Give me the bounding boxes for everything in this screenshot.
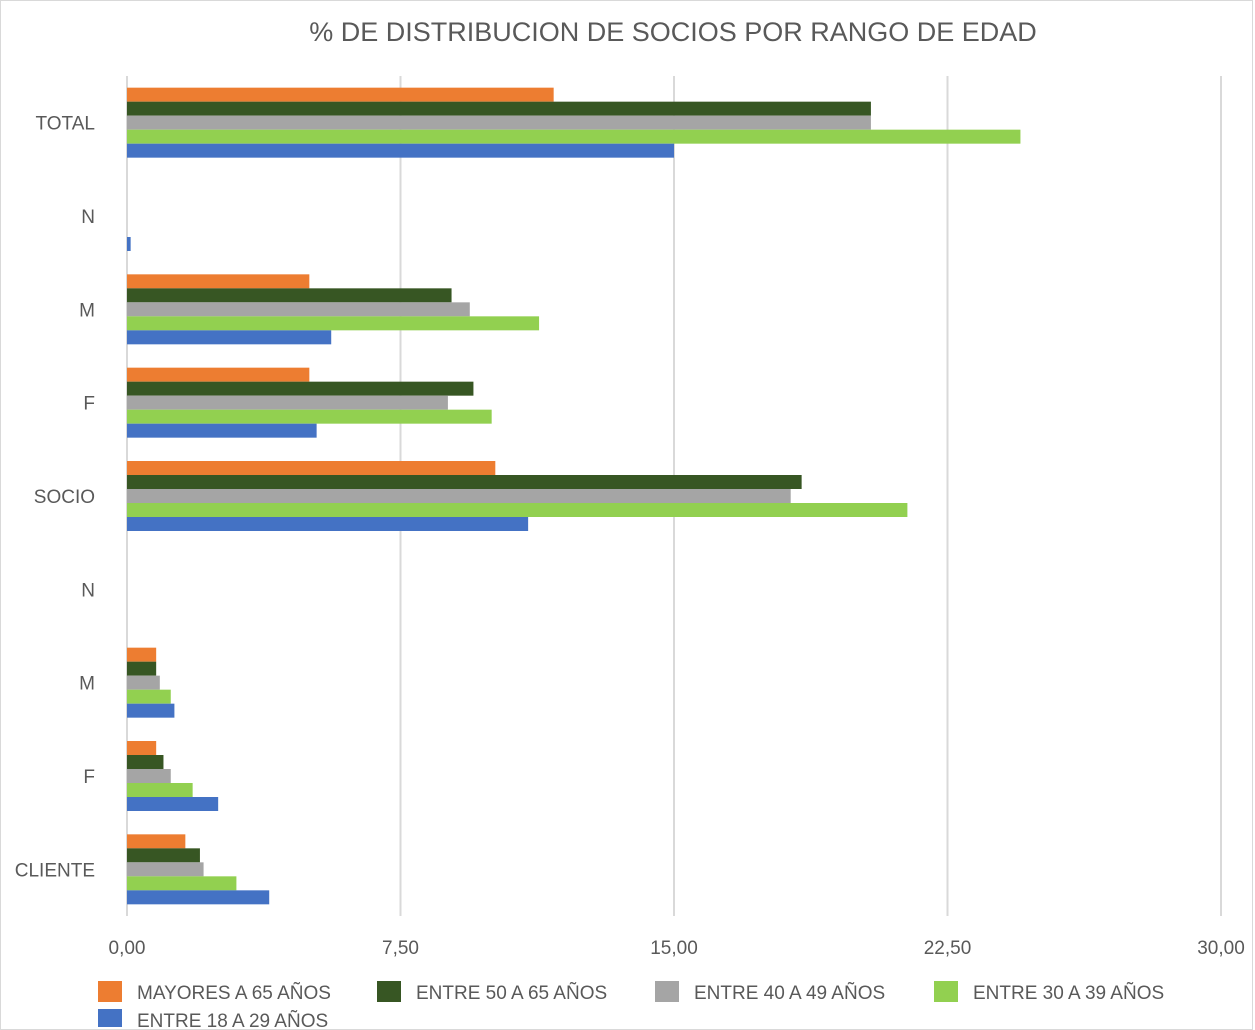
bar [127, 703, 175, 718]
bar [127, 876, 237, 891]
bar [127, 101, 871, 116]
category-label: N [81, 207, 95, 228]
legend: MAYORES A 65 AÑOS ENTRE 50 A 65 AÑOS ENTRE… [98, 981, 1164, 1027]
legend-swatch [98, 1009, 122, 1027]
bar [127, 367, 310, 382]
legend-label: ENTRE 30 A 39 AÑOS [973, 982, 1164, 1004]
bar [127, 862, 204, 877]
bar [127, 330, 332, 345]
chart-title: % DE DISTRIBUCION DE SOCIOS POR RANGO DE… [309, 17, 1037, 47]
bar [127, 423, 317, 438]
bar [127, 647, 157, 662]
category-labels: TOTAL N M F SOCIO N M F CLIENTE [15, 114, 95, 882]
category-label: F [83, 767, 95, 788]
x-tick-label: 30,00 [1197, 938, 1245, 959]
category-label: SOCIO [34, 487, 95, 508]
bar [127, 274, 310, 289]
category-label: F [83, 394, 95, 415]
bar [127, 87, 554, 102]
legend-label: MAYORES A 65 AÑOS [137, 982, 331, 1004]
legend-label: ENTRE 18 A 29 AÑOS [137, 1010, 328, 1027]
bar [127, 517, 529, 531]
x-tick-label: 7,50 [382, 938, 419, 959]
bar [127, 302, 470, 317]
x-axis-tick-labels: 0,00 7,50 15,00 22,50 30,00 [109, 938, 1245, 959]
bar [127, 475, 802, 489]
bar [127, 503, 908, 517]
bar [127, 316, 540, 331]
legend-swatch [98, 981, 122, 1002]
bar [127, 409, 492, 424]
category-label: CLIENTE [15, 860, 95, 881]
bars [127, 87, 1021, 905]
bar [127, 661, 157, 676]
bar [127, 769, 171, 783]
bar [127, 783, 193, 797]
bar [127, 848, 200, 863]
bar [127, 689, 171, 704]
x-tick-label: 0,00 [109, 938, 146, 959]
bar [127, 143, 674, 158]
bar [127, 675, 160, 690]
bar [127, 115, 871, 130]
bar [127, 797, 219, 811]
legend-label: ENTRE 40 A 49 AÑOS [694, 982, 885, 1004]
bar [127, 834, 186, 849]
bar [127, 237, 131, 251]
legend-swatch [934, 981, 958, 1002]
bar [127, 489, 791, 503]
bar [127, 381, 474, 396]
bar [127, 129, 1021, 144]
bar [127, 755, 164, 769]
bar [127, 288, 452, 303]
x-tick-label: 22,50 [924, 938, 972, 959]
legend-swatch [377, 981, 401, 1002]
category-label: N [81, 580, 95, 601]
category-label: M [79, 674, 95, 695]
x-tick-label: 15,00 [650, 938, 698, 959]
legend-swatch [655, 981, 679, 1002]
bar [127, 890, 270, 905]
bar [127, 395, 448, 410]
bar [127, 741, 157, 755]
category-label: M [79, 300, 95, 321]
legend-label: ENTRE 50 A 65 AÑOS [416, 982, 607, 1004]
category-label: TOTAL [36, 114, 95, 135]
bar [127, 461, 496, 475]
